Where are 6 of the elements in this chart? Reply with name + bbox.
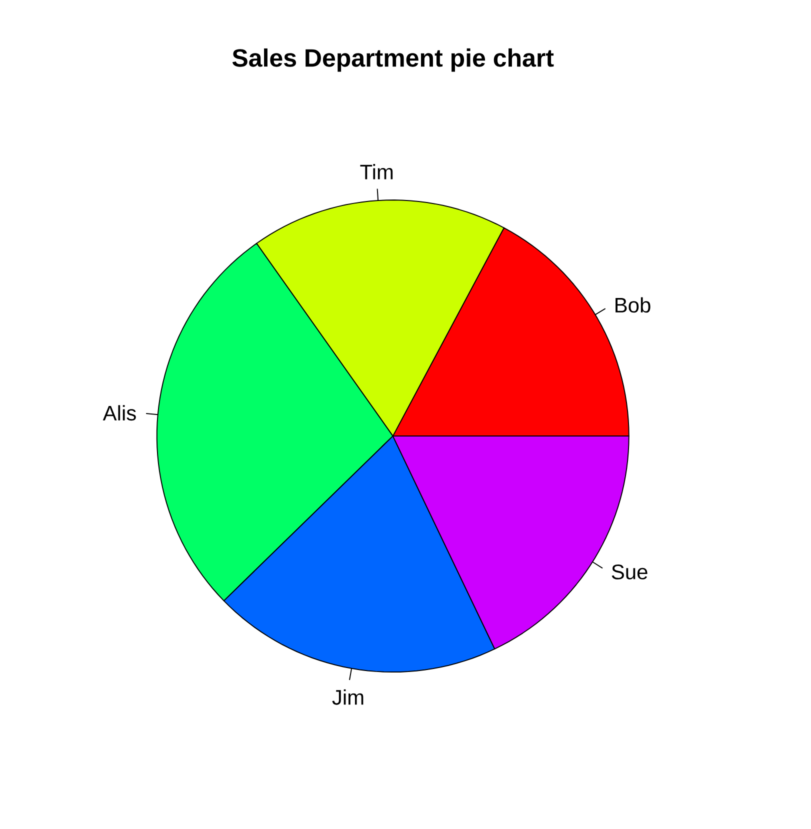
slice-label: Jim bbox=[332, 689, 364, 705]
slice-label: Alis bbox=[102, 405, 136, 421]
slice-label: Bob bbox=[616, 297, 650, 313]
slice-label: Tim bbox=[360, 164, 393, 180]
slice-label: Sue bbox=[612, 564, 648, 580]
chart-title: Sales Department pie chart bbox=[232, 48, 554, 72]
